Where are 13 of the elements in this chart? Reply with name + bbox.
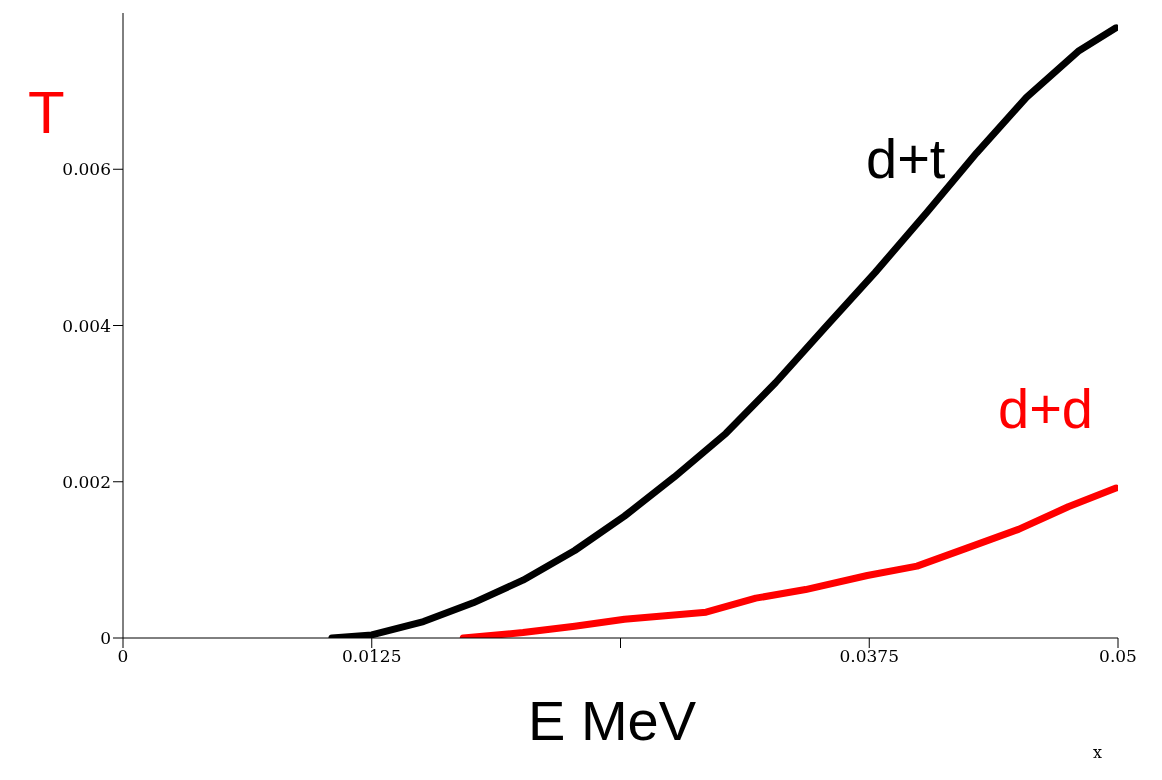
x-axis-title: E MeV	[528, 688, 697, 753]
y-tick-label: 0.006	[62, 159, 111, 180]
x-tick-label: 0.0125	[342, 646, 402, 667]
y-axis-title: T	[28, 78, 65, 147]
series-label: d+t	[866, 126, 946, 190]
x-tick-label: 0	[117, 646, 129, 667]
x-tick-label: 0.0375	[839, 646, 899, 667]
y-tick-label: 0	[100, 628, 111, 649]
y-tick-label: 0.002	[62, 471, 111, 492]
text: x	[1093, 743, 1103, 762]
series-label: d+d	[998, 377, 1094, 440]
y-tick-label: 0.004	[62, 315, 111, 336]
x-tick-label: 0.05	[1099, 646, 1137, 667]
